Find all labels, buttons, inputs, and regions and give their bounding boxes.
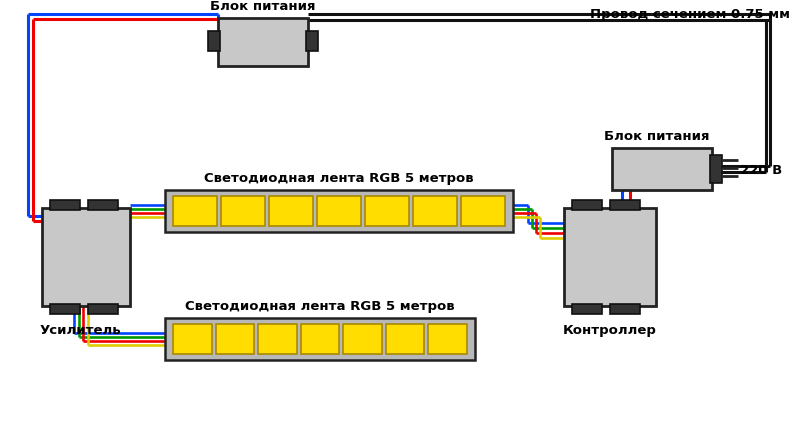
Bar [165,318,475,360]
Bar [461,196,505,226]
Bar [413,196,457,226]
Bar [88,200,118,210]
Bar [50,200,80,210]
Text: Блок питания: Блок питания [210,0,316,13]
Bar [173,196,217,226]
Bar [208,31,220,51]
Bar [710,155,722,183]
Bar [386,324,425,354]
Text: 220 В: 220 В [740,165,782,178]
Bar [564,208,656,306]
Bar [165,190,513,232]
Text: Провод сечением 0.75 мм: Провод сечением 0.75 мм [590,8,790,21]
Bar [218,18,308,66]
Bar [610,200,640,210]
Bar [258,324,297,354]
Bar [301,324,339,354]
Text: Блок питания: Блок питания [604,130,710,143]
Text: Светодиодная лента RGB 5 метров: Светодиодная лента RGB 5 метров [185,300,455,313]
Bar [173,324,211,354]
Bar [269,196,313,226]
Bar [572,200,602,210]
Bar [50,304,80,314]
Bar [215,324,254,354]
Bar [365,196,409,226]
Bar [306,31,318,51]
Bar [612,148,712,190]
Text: Светодиодная лента RGB 5 метров: Светодиодная лента RGB 5 метров [204,172,474,185]
Bar [572,304,602,314]
Bar [42,208,130,306]
Text: Контроллер: Контроллер [563,324,657,337]
Bar [88,304,118,314]
Bar [317,196,361,226]
Text: Усилитель: Усилитель [40,324,122,337]
Bar [610,304,640,314]
Bar [221,196,265,226]
Bar [343,324,382,354]
Bar [429,324,467,354]
